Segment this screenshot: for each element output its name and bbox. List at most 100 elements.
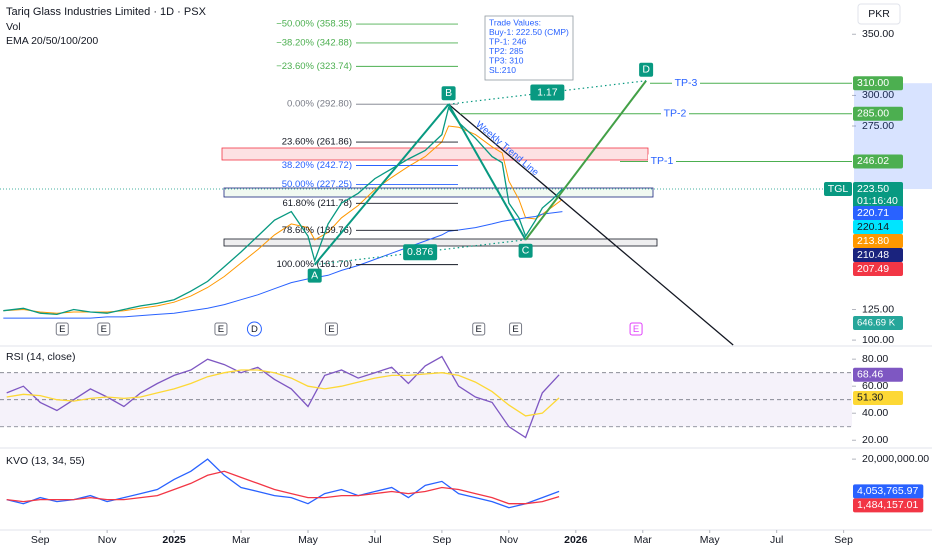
event-label: E: [476, 324, 482, 335]
event-marker: [97, 322, 111, 336]
axis-badge: [853, 262, 903, 277]
pattern-leg: [313, 103, 450, 266]
demand-zone: [223, 238, 658, 247]
axis-badge: [853, 498, 924, 513]
x-tick-label: 2025: [162, 534, 186, 546]
axis-badge-label: 213.80: [857, 235, 889, 247]
y-tick-label: 350.00: [862, 28, 894, 40]
fib-label: −50.00% (358.35): [276, 19, 352, 30]
x-tick-label: Mar: [232, 534, 251, 546]
axis-badge: [853, 234, 903, 249]
event-label: E: [101, 324, 107, 335]
pattern-point: [307, 268, 322, 283]
axis-badge-label: 285.00: [857, 108, 889, 120]
axis-badge-label: 310.00: [857, 77, 889, 89]
pattern-point: [518, 243, 533, 258]
chart-title: Tariq Glass Industries Limited · 1D · PS…: [6, 6, 207, 18]
event-marker: [324, 322, 338, 336]
target-label-bg: [648, 154, 676, 169]
y-tick-label: 275.00: [862, 120, 894, 132]
volume-badge: [853, 316, 903, 330]
pattern-point-label: C: [522, 245, 530, 257]
axis-badge: [853, 367, 903, 382]
currency: PKR: [868, 8, 890, 20]
event-label: D: [251, 324, 258, 335]
pattern-point-label: A: [311, 269, 318, 281]
fib-label: 0.00% (292.80): [287, 99, 352, 110]
ratio-badge: [530, 84, 565, 101]
x-tick-label: May: [700, 534, 721, 546]
axis-badge: [853, 206, 903, 221]
trend-line: [448, 103, 734, 346]
trade-box-line: Trade Values:: [489, 17, 541, 27]
event-label: E: [218, 324, 224, 335]
event-marker: [472, 322, 486, 336]
countdown: 01:16:40: [857, 195, 898, 207]
axis-badge-label: 4,053,765.97: [857, 485, 918, 497]
x-tick-label: Jul: [368, 534, 381, 546]
volume-legend: Vol: [6, 21, 21, 33]
axis-badge: [853, 106, 903, 121]
symbol-label: TGL: [828, 183, 849, 195]
axis-badge: [853, 248, 903, 263]
volume-badge-label: 646.69 K: [857, 318, 896, 329]
trade-box-line: TP2: 285: [489, 46, 524, 56]
target-label: TP-1: [651, 155, 674, 167]
trade-box-line: TP3: 310: [489, 55, 524, 65]
fib-label: 78.60% (189.76): [282, 225, 352, 236]
axis-badge-label: 1,484,157.01: [857, 499, 918, 511]
y-tick-label: 40.00: [862, 407, 888, 419]
axis-badge-label: 68.46: [857, 369, 883, 381]
y-tick-label: 60.00: [862, 380, 888, 392]
x-tick-label: Jul: [770, 534, 783, 546]
rsi-title: RSI (14, close): [6, 351, 75, 363]
event-marker: [509, 322, 523, 336]
x-tick-label: May: [298, 534, 319, 546]
axis-badge: [853, 154, 903, 169]
ratio-label: 1.17: [537, 86, 558, 98]
axis-badge-label: 207.49: [857, 263, 889, 275]
axis-badge-label: 220.71: [857, 207, 889, 219]
x-tick-label: 2026: [564, 534, 588, 546]
target-label: TP-2: [664, 108, 687, 120]
event-label: E: [633, 324, 639, 335]
axis-badge-label: 210.48: [857, 249, 889, 261]
axis-badge: [853, 76, 903, 91]
kvo-title: KVO (13, 34, 55): [6, 455, 85, 467]
ratio-badge: [403, 244, 438, 261]
x-tick-label: Sep: [834, 534, 853, 546]
series-line: [3, 106, 563, 316]
y-tick-label: 80.00: [862, 353, 888, 365]
target-label: TP-3: [675, 77, 698, 89]
series-line: [6, 355, 560, 439]
ratio-line: [314, 239, 526, 266]
series-line: [6, 369, 560, 417]
y-tick-label: 20,000,000.00: [862, 453, 929, 465]
event-label: E: [59, 324, 65, 335]
x-tick-label: Sep: [31, 534, 50, 546]
y-tick-label: 125.00: [862, 303, 894, 315]
ratio-label: 0.876: [407, 246, 433, 258]
x-tick-label: Sep: [433, 534, 452, 546]
series-line: [6, 470, 560, 505]
axis-badge: [853, 220, 903, 235]
x-tick-label: Mar: [634, 534, 653, 546]
axis-badge: [853, 182, 903, 209]
axis-badge-label: 220.14: [857, 221, 889, 233]
target-range: [854, 83, 932, 190]
fib-label: −38.20% (342.88): [276, 37, 352, 48]
pattern-point: [441, 86, 456, 101]
pattern-point: [639, 62, 654, 77]
fib-label: 50.00% (227.25): [282, 179, 352, 190]
fib-label: 100.00% (161.70): [276, 259, 352, 270]
y-tick-label: 20.00: [862, 434, 888, 446]
event-marker: [629, 322, 643, 336]
y-tick-label: 100.00: [862, 334, 894, 346]
fib-label: −23.60% (323.74): [276, 61, 352, 72]
supply-zone: [221, 147, 649, 161]
fib-label: 61.80% (211.78): [282, 198, 352, 209]
pattern-point-label: D: [642, 64, 650, 76]
axis-badge-label: 51.30: [857, 392, 883, 404]
pattern-leg: [524, 80, 647, 241]
event-marker: [214, 322, 228, 336]
